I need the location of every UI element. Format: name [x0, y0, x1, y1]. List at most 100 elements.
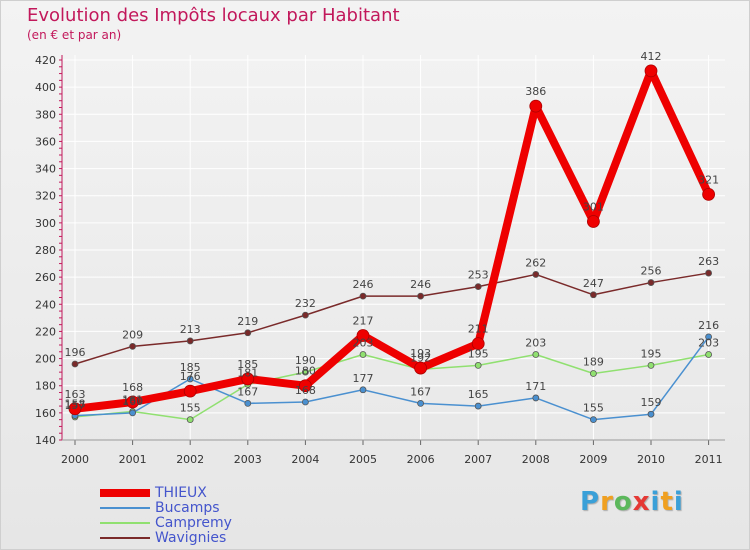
data-point-wavignies: [705, 269, 712, 277]
data-point-thieux: [126, 395, 140, 409]
data-label-campremy: 181: [237, 366, 258, 379]
data-point-thieux: [298, 379, 312, 393]
data-point-wavignies: [359, 292, 367, 300]
series-line-wavignies: [74, 272, 710, 365]
legend-swatch-wavignies: [100, 537, 150, 539]
data-label-bucamps: 185: [180, 361, 201, 374]
data-label-wavignies: 213: [180, 323, 201, 336]
data-point-bucamps: [532, 394, 540, 402]
data-point-wavignies: [532, 271, 540, 278]
data-label-bucamps: 167: [237, 385, 258, 398]
series-line-campremy: [74, 353, 710, 421]
data-label-campremy: 203: [525, 337, 546, 350]
data-point-campremy: [590, 370, 597, 377]
x-tick-label: 2010: [637, 453, 665, 466]
data-point-thieux: [241, 372, 255, 386]
data-label-thieux: 176: [180, 370, 201, 383]
data-label-bucamps: 159: [641, 396, 662, 409]
data-label-wavignies: 246: [410, 278, 431, 291]
data-label-bucamps: 160: [122, 395, 143, 408]
data-point-thieux: [414, 361, 428, 375]
data-label-bucamps: 177: [353, 372, 374, 385]
data-label-bucamps: 171: [525, 380, 546, 393]
data-label-thieux: 217: [353, 315, 374, 328]
data-point-bucamps: [301, 398, 309, 406]
series-line-bucamps: [74, 336, 710, 421]
y-tick-label: 400: [35, 81, 56, 94]
data-label-wavignies: 247: [583, 277, 604, 290]
data-point-campremy: [474, 361, 482, 369]
series-layer: [68, 64, 715, 424]
legend-label-thieux: THIEUX: [155, 485, 207, 501]
x-tick-label: 2000: [61, 453, 89, 466]
data-point-thieux: [529, 99, 543, 113]
data-label-wavignies: 246: [353, 278, 374, 291]
data-point-wavignies: [244, 329, 252, 337]
data-point-bucamps: [129, 409, 137, 417]
data-label-wavignies: 219: [237, 315, 258, 328]
data-label-thieux: 301: [583, 201, 604, 214]
y-tick-label: 260: [35, 271, 56, 284]
data-label-thieux: 180: [295, 365, 316, 378]
y-tick-label: 420: [35, 54, 56, 67]
data-point-thieux: [356, 329, 370, 342]
y-tick-label: 240: [35, 298, 56, 311]
data-label-wavignies: 253: [468, 269, 489, 282]
x-tick-label: 2011: [695, 453, 723, 466]
data-point-wavignies: [186, 337, 194, 345]
data-point-thieux: [68, 402, 82, 416]
data-label-campremy: 161: [122, 394, 143, 407]
y-tick-label: 140: [35, 434, 56, 447]
data-label-campremy: 157: [65, 399, 86, 412]
data-point-thieux: [471, 337, 485, 351]
series-line-thieux: [71, 66, 713, 413]
x-tick-label: 2007: [464, 453, 492, 466]
legend-label-wavignies: Wavignies: [155, 530, 227, 546]
data-label-campremy: 189: [583, 356, 604, 369]
data-label-wavignies: 262: [525, 256, 546, 269]
x-tick-label: 2005: [349, 453, 377, 466]
data-point-bucamps: [359, 386, 367, 394]
data-label-thieux: 412: [641, 50, 662, 63]
data-point-wavignies: [590, 291, 597, 299]
data-label-thieux: 386: [525, 85, 546, 98]
data-label-campremy: 195: [641, 347, 662, 360]
data-label-bucamps: 165: [468, 388, 489, 401]
y-tick-label: 340: [35, 163, 56, 176]
chart-title: Evolution des Impôts locaux par Habitant: [27, 5, 400, 26]
legend-swatch-campremy: [100, 522, 150, 524]
data-point-bucamps: [705, 333, 712, 341]
y-tick-label: 180: [35, 380, 56, 393]
data-label-thieux: 211: [468, 323, 489, 336]
data-point-thieux: [644, 64, 658, 78]
x-tick-label: 2001: [119, 453, 147, 466]
data-point-wavignies: [71, 360, 79, 368]
data-label-wavignies: 209: [122, 328, 143, 341]
data-point-thieux: [183, 384, 197, 398]
data-point-campremy: [359, 351, 367, 358]
data-point-bucamps: [647, 410, 655, 418]
y-tick-label: 360: [35, 135, 56, 148]
data-point-thieux: [702, 187, 715, 201]
data-label-bucamps: 158: [65, 398, 86, 411]
y-tick-label: 280: [35, 244, 56, 257]
legend-swatch-thieux: [100, 489, 150, 497]
data-point-bucamps: [186, 375, 194, 383]
y-tick-label: 320: [35, 190, 56, 203]
data-label-bucamps: 168: [295, 384, 316, 397]
data-label-campremy: 203: [353, 337, 374, 350]
y-tick-label: 300: [35, 217, 56, 230]
data-label-wavignies: 196: [65, 346, 86, 359]
data-label-thieux: 163: [65, 388, 86, 401]
x-tick-label: 2009: [579, 453, 607, 466]
data-point-bucamps: [244, 399, 252, 407]
data-label-campremy: 192: [410, 351, 431, 364]
legend-label-bucamps: Bucamps: [155, 500, 220, 516]
x-tick-label: 2008: [522, 453, 550, 466]
proxiti-logo: Proxiti: [580, 487, 684, 517]
data-point-wavignies: [474, 283, 482, 291]
data-label-campremy: 203: [698, 337, 719, 350]
data-point-campremy: [647, 361, 655, 369]
data-label-campremy: 195: [468, 347, 489, 360]
